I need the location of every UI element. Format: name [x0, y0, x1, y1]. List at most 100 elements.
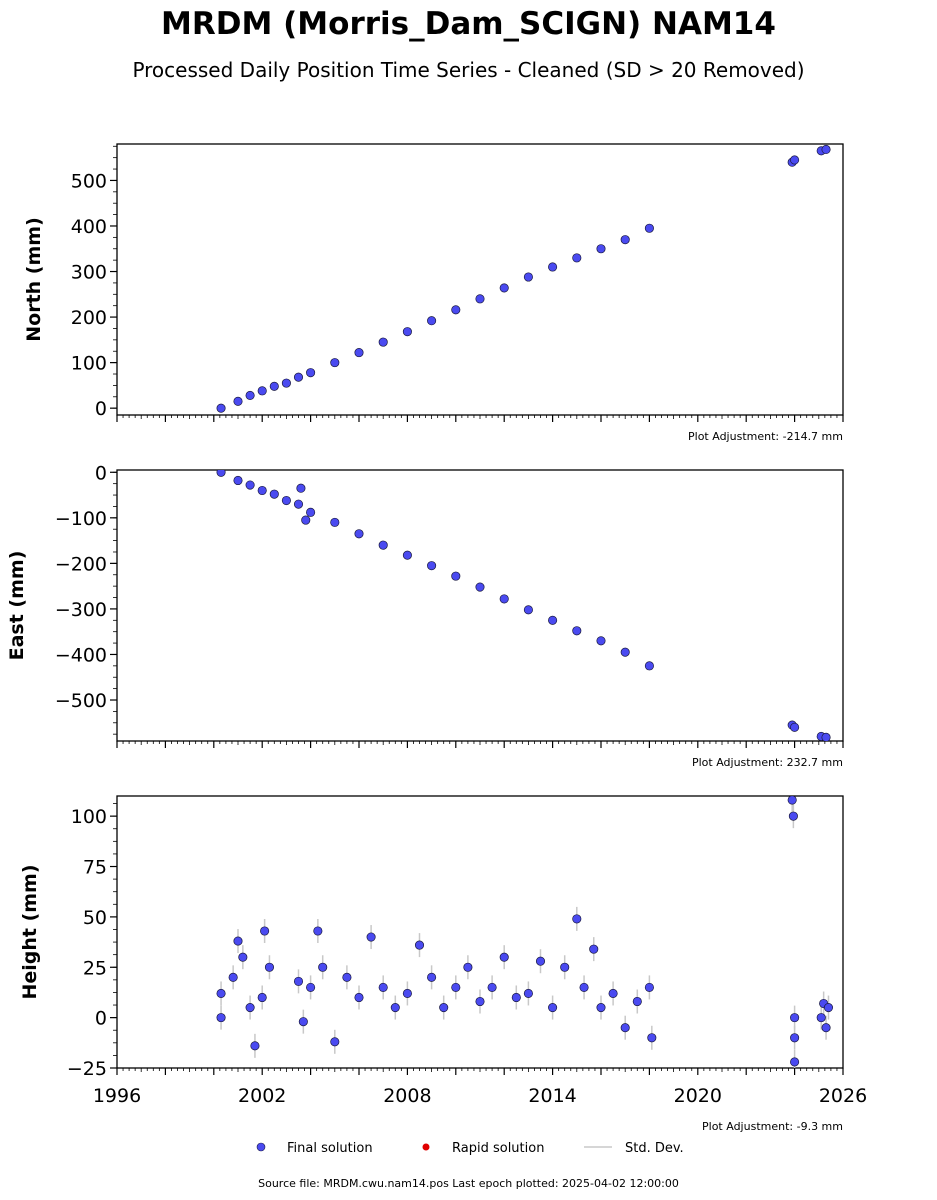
y-tick-label: −100 [55, 508, 107, 530]
data-point [313, 926, 323, 936]
y-axis-label: North (mm) [23, 217, 45, 342]
y-tick-label: −300 [55, 599, 107, 621]
data-point [620, 235, 630, 245]
data-point [238, 952, 248, 962]
data-point [535, 956, 546, 966]
data-point [257, 992, 267, 1003]
data-point [250, 1041, 260, 1051]
data-point [788, 811, 798, 821]
data-point [816, 1013, 826, 1023]
legend-rapid-label: Rapid solution [452, 1141, 544, 1156]
data-point [233, 475, 243, 486]
data-layer [216, 470, 831, 741]
data-point [228, 972, 238, 982]
data-point [402, 327, 412, 337]
data-point [296, 483, 306, 493]
data-point [427, 561, 437, 571]
y-tick-label: 300 [71, 262, 107, 284]
data-point [354, 992, 364, 1003]
data-point [269, 381, 279, 391]
data-point [790, 1057, 800, 1067]
data-point [523, 605, 533, 615]
legend-final-marker [256, 1142, 266, 1152]
data-point [306, 507, 316, 517]
panel-2: 0 −100 −200 −300 −400 −500 East (mm) Plot Adjus… [6, 462, 844, 769]
data-point [298, 1017, 308, 1027]
data-point [548, 615, 558, 625]
data-point [427, 972, 437, 982]
data-point [596, 244, 606, 254]
data-layer [216, 144, 831, 413]
data-point [790, 1033, 800, 1043]
data-point [264, 962, 275, 972]
data-point [269, 489, 279, 499]
data-point [330, 1037, 340, 1047]
data-point [499, 283, 509, 293]
x-tick-label: 2026 [819, 1085, 867, 1107]
data-point [572, 914, 582, 924]
data-point [560, 962, 570, 972]
plot-adjustment-label: Plot Adjustment: 232.7 mm [692, 756, 843, 769]
data-point [572, 253, 582, 263]
data-point [402, 988, 412, 999]
y-tick-label: 400 [71, 216, 107, 238]
data-point [463, 962, 473, 972]
y-tick-label: 100 [71, 806, 107, 828]
plot-frame [116, 143, 844, 416]
data-point [427, 316, 437, 326]
data-point [306, 982, 316, 992]
data-point [487, 982, 497, 992]
plot-frame [116, 795, 844, 1069]
y-tick-label: 200 [71, 307, 107, 329]
x-tick-label: 2008 [383, 1085, 431, 1107]
y-tick-label: 25 [83, 957, 107, 979]
data-point [821, 1023, 831, 1033]
data-point [548, 1003, 558, 1013]
data-point [257, 386, 267, 396]
data-point [306, 368, 316, 378]
y-tick-label: 0 [95, 398, 107, 420]
data-point [245, 1003, 255, 1013]
data-point [451, 982, 461, 992]
y-tick-label: −500 [55, 690, 107, 712]
y-tick-label: −400 [55, 644, 107, 666]
data-point [330, 358, 340, 368]
data-point [787, 796, 797, 805]
data-point [378, 337, 388, 347]
data-point [354, 348, 364, 358]
data-point [293, 372, 304, 382]
plot-adjustment-label: Plot Adjustment: -214.7 mm [688, 430, 843, 443]
y-tick-label: −25 [67, 1058, 107, 1080]
data-point [216, 470, 226, 477]
data-point [475, 582, 485, 592]
x-tick-label: 2014 [528, 1085, 576, 1107]
source-note: Source file: MRDM.cwu.nam14.pos Last epo… [258, 1177, 679, 1190]
data-point [823, 1003, 834, 1013]
y-tick-label: 100 [71, 353, 107, 375]
y-axis-label: Height (mm) [19, 864, 41, 999]
data-point [511, 992, 521, 1003]
data-point [342, 972, 352, 982]
data-point [644, 982, 654, 992]
data-point [790, 155, 800, 165]
data-point [644, 661, 654, 671]
data-point [589, 944, 599, 954]
data-point [281, 378, 291, 388]
data-point [608, 988, 618, 999]
data-point [790, 722, 800, 732]
x-tick-label: 2002 [238, 1085, 286, 1107]
data-point [499, 952, 509, 962]
data-point [301, 515, 311, 525]
x-tick-label: 2020 [674, 1085, 722, 1107]
y-tick-label: 0 [95, 1008, 107, 1030]
y-tick-label: −200 [55, 553, 107, 575]
data-point [620, 1023, 630, 1033]
legend-rapid-marker [422, 1143, 430, 1151]
data-point [216, 403, 226, 413]
data-point [620, 647, 630, 657]
data-point [451, 571, 461, 581]
data-point [233, 936, 243, 946]
data-point [523, 988, 533, 999]
data-point [596, 1003, 606, 1013]
